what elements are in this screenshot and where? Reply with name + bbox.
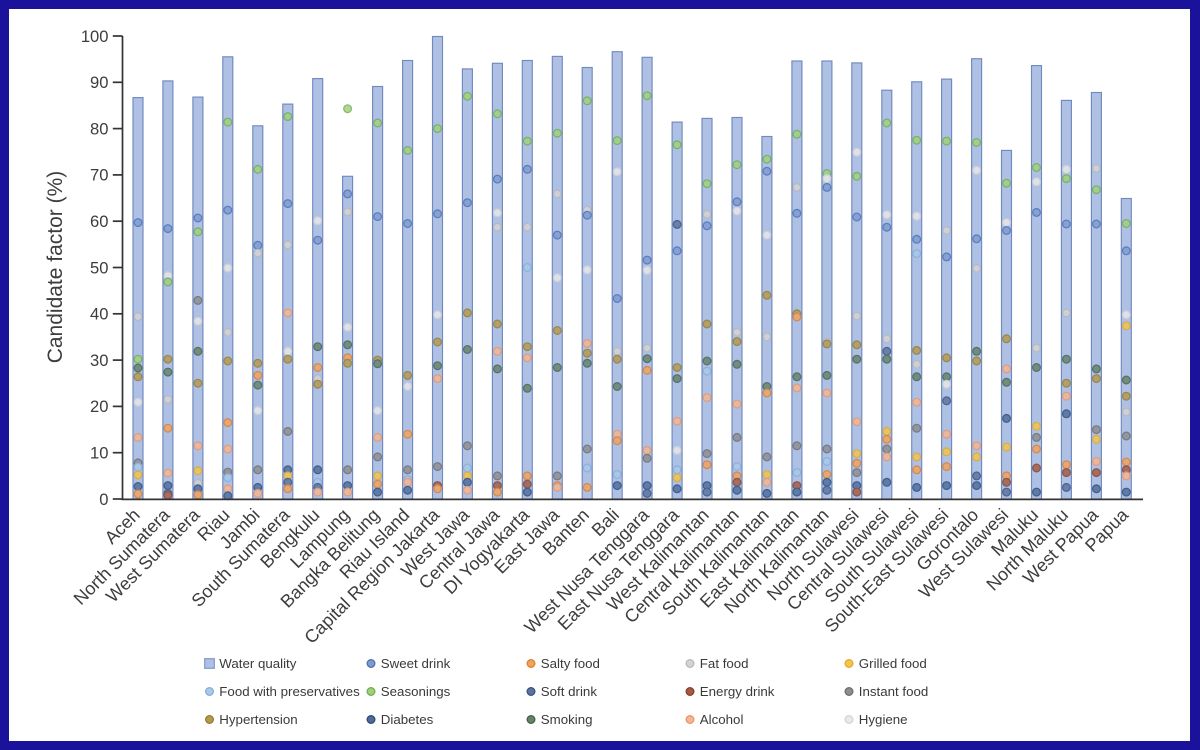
svg-text:100: 100 [81, 27, 109, 46]
svg-text:Energy drink: Energy drink [700, 684, 775, 699]
svg-text:Salty food: Salty food [541, 656, 600, 671]
svg-text:Sweet drink: Sweet drink [381, 656, 451, 671]
svg-text:10: 10 [90, 444, 108, 463]
svg-text:Food with preservatives: Food with preservatives [219, 684, 360, 699]
svg-text:Diabetes: Diabetes [381, 712, 434, 727]
svg-text:Alcohol: Alcohol [700, 712, 744, 727]
svg-text:Instant food: Instant food [859, 684, 929, 699]
svg-text:80: 80 [90, 119, 108, 138]
svg-text:60: 60 [90, 212, 108, 231]
svg-text:Seasonings: Seasonings [381, 684, 451, 699]
svg-text:40: 40 [90, 305, 108, 324]
svg-text:90: 90 [90, 73, 108, 92]
svg-text:Grilled food: Grilled food [859, 656, 927, 671]
svg-text:Hygiene: Hygiene [859, 712, 908, 727]
svg-text:50: 50 [90, 258, 108, 277]
svg-text:0: 0 [99, 490, 108, 509]
svg-text:Water quality: Water quality [219, 656, 296, 671]
svg-text:Soft drink: Soft drink [541, 684, 598, 699]
svg-text:30: 30 [90, 351, 108, 370]
svg-text:Smoking: Smoking [541, 712, 593, 727]
svg-text:Hypertension: Hypertension [219, 712, 297, 727]
svg-text:Fat food: Fat food [700, 656, 749, 671]
svg-text:Candidate factor (%): Candidate factor (%) [44, 171, 67, 364]
svg-text:20: 20 [90, 397, 108, 416]
svg-text:70: 70 [90, 166, 108, 185]
